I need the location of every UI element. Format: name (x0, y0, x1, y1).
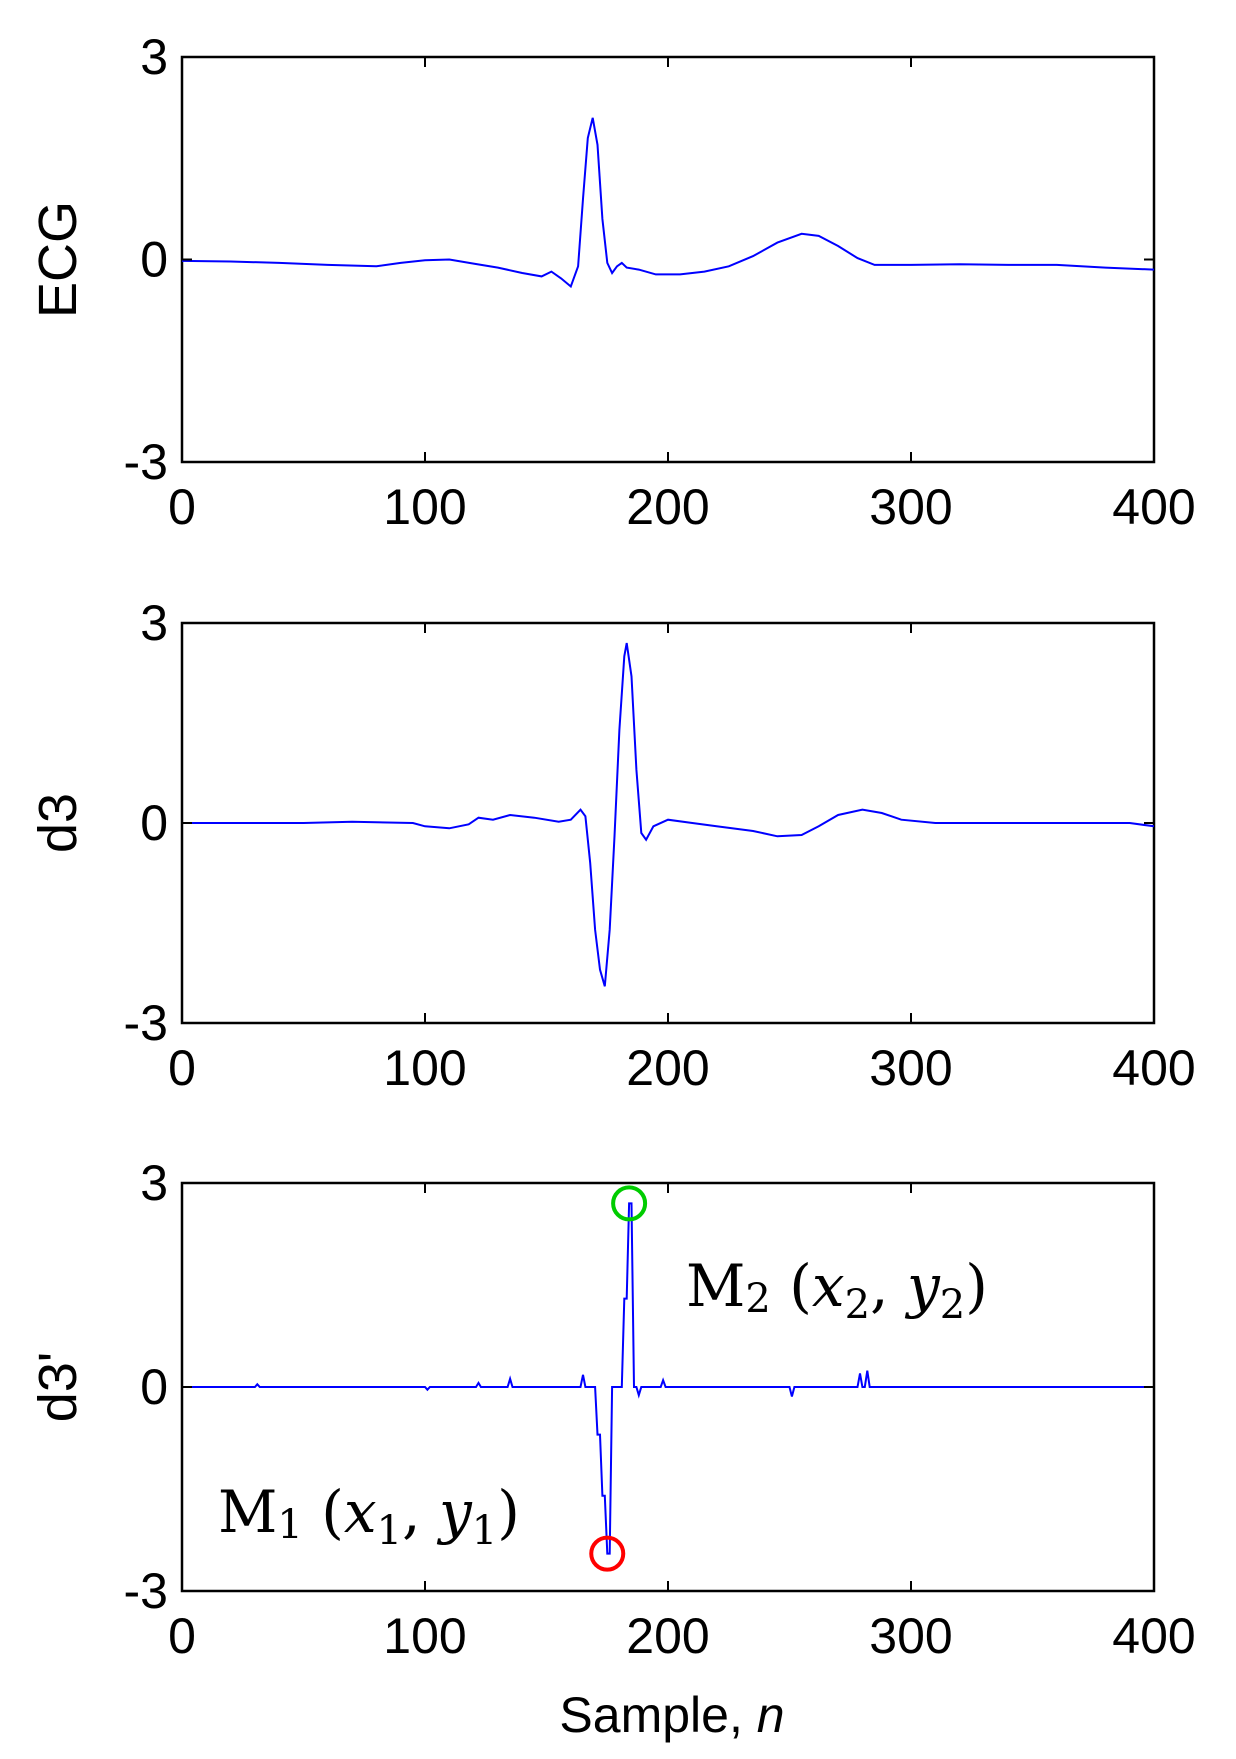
d3-prime-panel: 0 100 200 300 400-303 d3' M2 (x2, y2) M1 (x1… (28, 1155, 1196, 1664)
ecg-panel: 0 100 200 300 400-303 ECG (28, 29, 1196, 535)
d3-prime-x-tick-label: 200 (626, 1608, 709, 1664)
ecg-y-tick-label: -3 (124, 434, 168, 490)
d3-prime-y-axis-label: d3' (28, 1352, 88, 1422)
d3-y-tick-label: 0 (140, 795, 168, 851)
annotation-m2: M2 (x2, y2) (686, 1252, 988, 1328)
d3-panel: 0 100 200 300 400-303 d3 (28, 595, 1196, 1096)
d3-x-tick-label: 100 (383, 1040, 466, 1096)
x-axis-label-var: n (757, 1687, 785, 1743)
d3-prime-x-tick-label: 300 (869, 1608, 952, 1664)
ecg-y-axis-label: ECG (28, 201, 88, 318)
ecg-y-tick-label: 3 (140, 29, 168, 85)
annotation-m2-sep: , (870, 1252, 907, 1320)
d3-x-tick-label: 400 (1112, 1040, 1195, 1096)
d3-prime-y-tick-label: -3 (124, 1563, 168, 1619)
annotation-m2-y-sub: 2 (940, 1282, 965, 1328)
annotation-m1-open: ( (303, 1478, 344, 1546)
ecg-y-tick-label: 0 (140, 232, 168, 288)
annotation-m1-close: ) (497, 1478, 520, 1546)
d3-prime-ticks: 0 100 200 300 400-303 (124, 1155, 1196, 1664)
annotation-m1-y: y (436, 1478, 473, 1546)
d3-signal-line (182, 642, 1155, 987)
x-axis-label-text: Sample, (559, 1687, 756, 1743)
d3-prime-y-tick-label: 0 (140, 1359, 168, 1415)
d3-prime-markers (589, 1185, 648, 1572)
marker-m2 (611, 1185, 648, 1222)
annotation-m1: M1 (x1, y1) (218, 1478, 520, 1554)
d3-prime-signal-line (182, 1202, 1154, 1555)
annotation-m2-close: ) (965, 1252, 988, 1320)
ecg-signal-line (181, 117, 1155, 289)
ecg-x-tick-label: 300 (869, 479, 952, 535)
annotation-m1-sep: , (402, 1478, 439, 1546)
annotation-m1-x: x (344, 1478, 377, 1546)
annotation-m1-x-sub: 1 (377, 1508, 402, 1554)
d3-y-axis-label: d3 (28, 793, 88, 853)
d3-ticks: 0 100 200 300 400-303 (124, 595, 1196, 1096)
d3-prime-x-tick-label: 0 (168, 1608, 196, 1664)
annotation-m2-sub: 2 (745, 1276, 770, 1322)
d3-x-tick-label: 200 (626, 1040, 709, 1096)
d3-prime-x-tick-label: 400 (1112, 1608, 1195, 1664)
d3-y-tick-label: 3 (140, 595, 168, 651)
annotation-m2-y: y (904, 1252, 941, 1320)
ecg-x-tick-label: 200 (626, 479, 709, 535)
d3-prime-x-tick-label: 100 (383, 1608, 466, 1664)
d3-x-tick-label: 300 (869, 1040, 952, 1096)
annotation-m1-sub: 1 (277, 1502, 302, 1548)
annotation-m2-letter: M (686, 1252, 745, 1320)
annotation-m1-letter: M (218, 1478, 277, 1546)
ecg-x-tick-label: 100 (383, 479, 466, 535)
annotation-m2-open: ( (771, 1252, 812, 1320)
marker-m1 (589, 1535, 626, 1572)
annotation-m2-x-sub: 2 (845, 1282, 870, 1328)
ecg-x-tick-label: 400 (1112, 479, 1195, 535)
d3-prime-y-tick-label: 3 (140, 1155, 168, 1211)
ecg-ticks: 0 100 200 300 400-303 (124, 29, 1196, 535)
ecg-plot-area (180, 55, 1156, 464)
ecg-x-tick-label: 0 (168, 479, 196, 535)
annotation-m2-x: x (812, 1252, 845, 1320)
d3-x-tick-label: 0 (168, 1040, 196, 1096)
d3-y-tick-label: -3 (124, 995, 168, 1051)
x-axis-label: Sample, n (559, 1687, 784, 1743)
annotation-m1-y-sub: 1 (472, 1508, 497, 1554)
